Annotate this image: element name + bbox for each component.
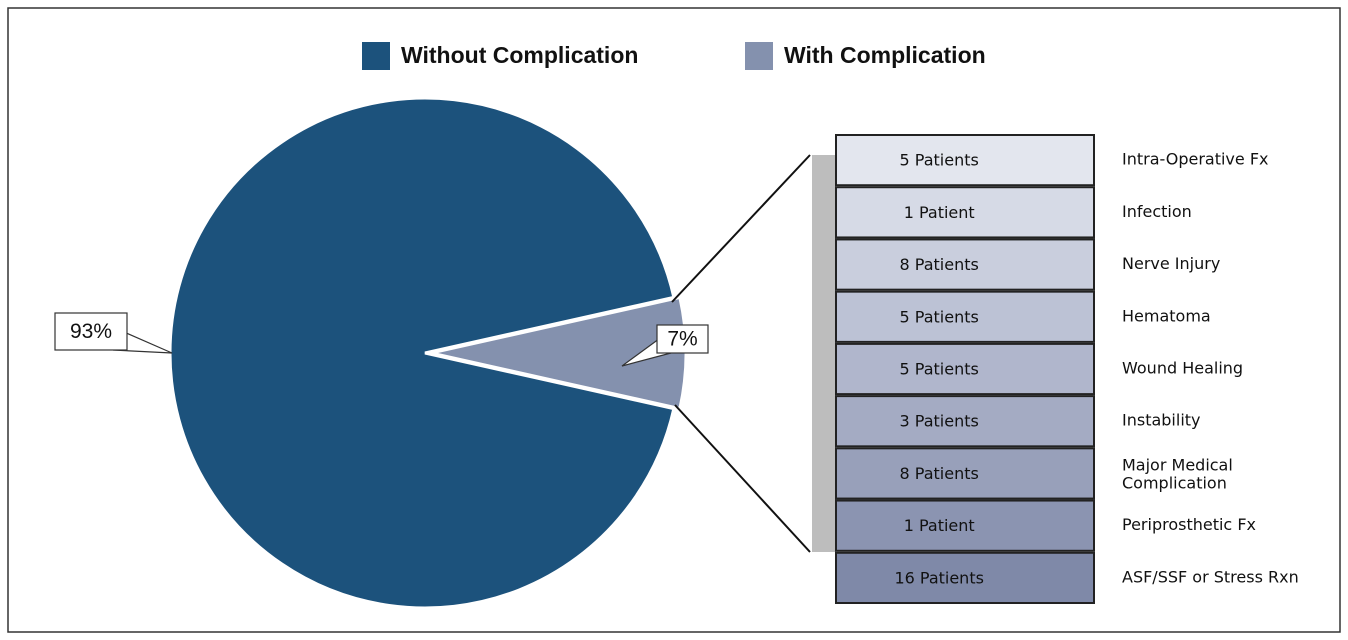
data-label: 5 Patients — [900, 307, 979, 326]
connector-strip — [812, 155, 836, 552]
data-label: 93% — [70, 320, 112, 343]
callout-pointer — [112, 332, 173, 354]
category-label: Instability — [1122, 411, 1201, 430]
breakdown-box — [835, 342, 1095, 396]
legend-label: With Complication — [784, 42, 986, 68]
category-line: Complication — [1122, 473, 1227, 492]
data-label: 3 Patients — [900, 412, 979, 431]
callout-box — [54, 312, 128, 351]
data-label: 8 Patients — [900, 464, 979, 483]
category-label: Nerve Injury — [1122, 254, 1220, 273]
category-label: Infection — [1122, 202, 1192, 221]
data-label: 1 Patient — [904, 203, 975, 222]
breakdown-box — [835, 186, 1095, 239]
breakdown-box — [835, 395, 1095, 448]
breakdown-box — [835, 551, 1095, 604]
category-label: ASF/SSF or Stress Rxn — [1122, 567, 1299, 586]
connector-line — [671, 154, 811, 303]
legend-label: Without Complication — [401, 42, 638, 68]
data-label: 1 Patient — [904, 516, 975, 535]
data-label: 5 Patients — [900, 360, 979, 379]
data-label: 7% — [667, 328, 697, 351]
legend-swatch — [362, 42, 390, 70]
category-label: Major Medical Complication — [1122, 455, 1233, 492]
breakdown-box — [835, 238, 1095, 291]
breakdown-box — [835, 499, 1095, 552]
category-label: Hematoma — [1122, 306, 1211, 325]
category-label: Wound Healing — [1122, 359, 1243, 378]
data-label: 8 Patients — [900, 255, 979, 274]
callout-box — [656, 324, 709, 354]
breakdown-box — [835, 134, 1095, 187]
legend-swatch — [745, 42, 773, 70]
category-label: Periprosthetic Fx — [1122, 515, 1256, 534]
data-label: 16 Patients — [894, 568, 984, 587]
category-line: Major Medical — [1122, 455, 1233, 474]
data-label: 5 Patients — [900, 151, 979, 170]
breakdown-box — [835, 447, 1095, 500]
category-label: Intra-Operative Fx — [1122, 150, 1269, 169]
breakdown-box — [835, 290, 1095, 343]
connector-line — [674, 404, 811, 553]
